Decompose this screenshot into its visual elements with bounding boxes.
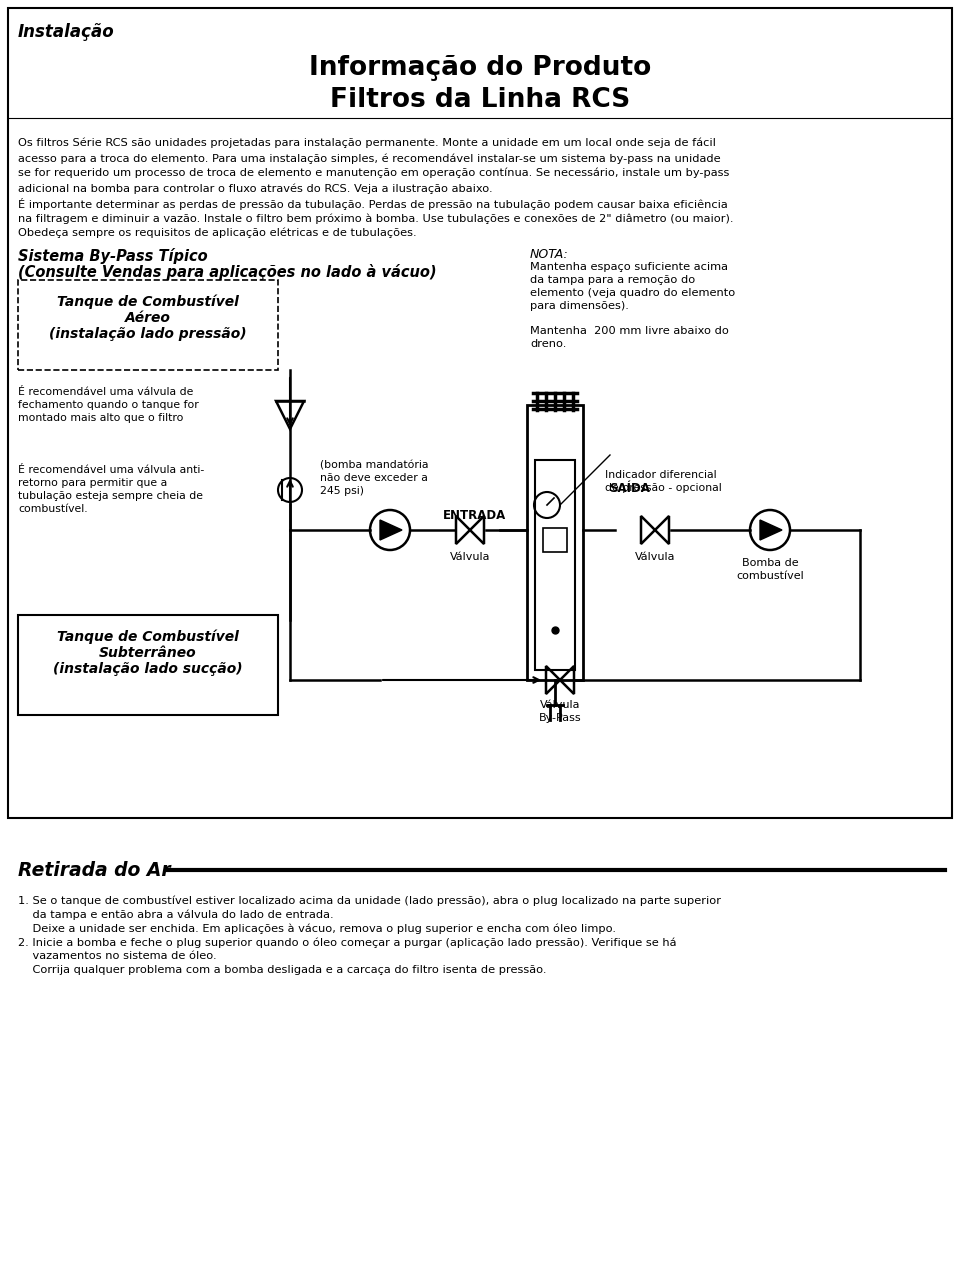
Text: (bomba mandatória: (bomba mandatória [320,460,428,470]
Text: Subterrâneo: Subterrâneo [99,645,197,661]
Polygon shape [380,520,402,541]
Text: Válvula: Válvula [449,552,491,562]
Text: Bomba de: Bomba de [742,558,799,568]
Text: Deixe a unidade ser enchida. Em aplicações à vácuo, remova o plug superior e enc: Deixe a unidade ser enchida. Em aplicaçõ… [18,923,616,933]
Text: Tanque de Combustível: Tanque de Combustível [57,294,239,309]
Text: Filtros da Linha RCS: Filtros da Linha RCS [330,87,630,112]
Text: Indicador diferencial: Indicador diferencial [605,470,716,480]
Bar [527,405,583,679]
Text: não deve exceder a: não deve exceder a [320,474,428,482]
Text: (Consulte Vendas para aplicações no lado à vácuo): (Consulte Vendas para aplicações no lado… [18,264,437,280]
Text: NOTA:: NOTA: [530,248,568,261]
Text: 1. Se o tanque de combustível estiver localizado acima da unidade (lado pressão): 1. Se o tanque de combustível estiver lo… [18,895,721,906]
Bar [8,8,952,818]
Text: da tampa e então abra a válvula do lado de entrada.: da tampa e então abra a válvula do lado … [18,909,334,919]
Text: combustível: combustível [736,571,804,581]
Text: tubulação esteja sempre cheia de: tubulação esteja sempre cheia de [18,491,203,501]
Text: fechamento quando o tanque for: fechamento quando o tanque for [18,400,199,410]
Text: É importante determinar as perdas de pressão da tubulação. Perdas de pressão na : É importante determinar as perdas de pre… [18,198,728,210]
Text: Tanque de Combustível: Tanque de Combustível [57,630,239,644]
Text: 2. Inicie a bomba e feche o plug superior quando o óleo começar a purgar (aplica: 2. Inicie a bomba e feche o plug superio… [18,937,677,947]
Text: acesso para a troca do elemento. Para uma instalação simples, é recomendável ins: acesso para a troca do elemento. Para um… [18,153,721,163]
Bar [535,460,575,669]
Text: se for requerido um processo de troca de elemento e manutenção em operação contí: se for requerido um processo de troca de… [18,168,730,178]
Text: para dimensões).: para dimensões). [530,301,629,311]
Text: Informação do Produto: Informação do Produto [309,56,651,81]
Text: Válvula: Válvula [540,700,580,710]
Bar [18,280,278,370]
Text: Válvula: Válvula [635,552,675,562]
Text: É recomendável uma válvula de: É recomendável uma válvula de [18,386,193,397]
Text: É recomendável uma válvula anti-: É recomendável uma válvula anti- [18,465,204,475]
Text: (instalação lado pressão): (instalação lado pressão) [49,327,247,341]
Text: Obedeça sempre os requisitos de aplicação elétricas e de tubulações.: Obedeça sempre os requisitos de aplicaçã… [18,229,417,239]
Text: (instalação lado sucção): (instalação lado sucção) [53,662,243,676]
Text: elemento (veja quadro do elemento: elemento (veja quadro do elemento [530,288,735,298]
Text: de pressão - opcional: de pressão - opcional [605,482,722,493]
Text: 245 psi): 245 psi) [320,486,364,496]
Text: Instalação: Instalação [18,23,114,40]
Bar [543,528,567,552]
Text: Retirada do Ar: Retirada do Ar [18,860,171,879]
Text: Aéreo: Aéreo [125,311,171,325]
Text: combustível.: combustível. [18,504,87,514]
Text: da tampa para a remoção do: da tampa para a remoção do [530,275,695,285]
Text: dreno.: dreno. [530,338,566,349]
Text: Os filtros Série RCS são unidades projetadas para instalação permanente. Monte a: Os filtros Série RCS são unidades projet… [18,138,716,149]
Text: montado mais alto que o filtro: montado mais alto que o filtro [18,413,183,423]
Text: na filtragem e diminuir a vazão. Instale o filtro bem próximo à bomba. Use tubul: na filtragem e diminuir a vazão. Instale… [18,213,733,224]
Text: Corrija qualquer problema com a bomba desligada e a carcaça do filtro isenta de : Corrija qualquer problema com a bomba de… [18,965,546,975]
Text: retorno para permitir que a: retorno para permitir que a [18,477,167,488]
Text: ENTRADA: ENTRADA [444,509,507,522]
Text: adicional na bomba para controlar o fluxo através do RCS. Veja a ilustração abai: adicional na bomba para controlar o flux… [18,183,492,193]
Text: SAÍDA: SAÍDA [610,482,651,495]
Text: Mantenha  200 mm livre abaixo do: Mantenha 200 mm livre abaixo do [530,326,729,336]
Text: Sistema By-Pass Típico: Sistema By-Pass Típico [18,248,207,264]
Text: By-Pass: By-Pass [539,714,582,722]
Text: vazamentos no sistema de óleo.: vazamentos no sistema de óleo. [18,951,217,961]
Bar [18,615,278,715]
Text: Mantenha espaço suficiente acima: Mantenha espaço suficiente acima [530,261,728,272]
Polygon shape [760,520,782,541]
